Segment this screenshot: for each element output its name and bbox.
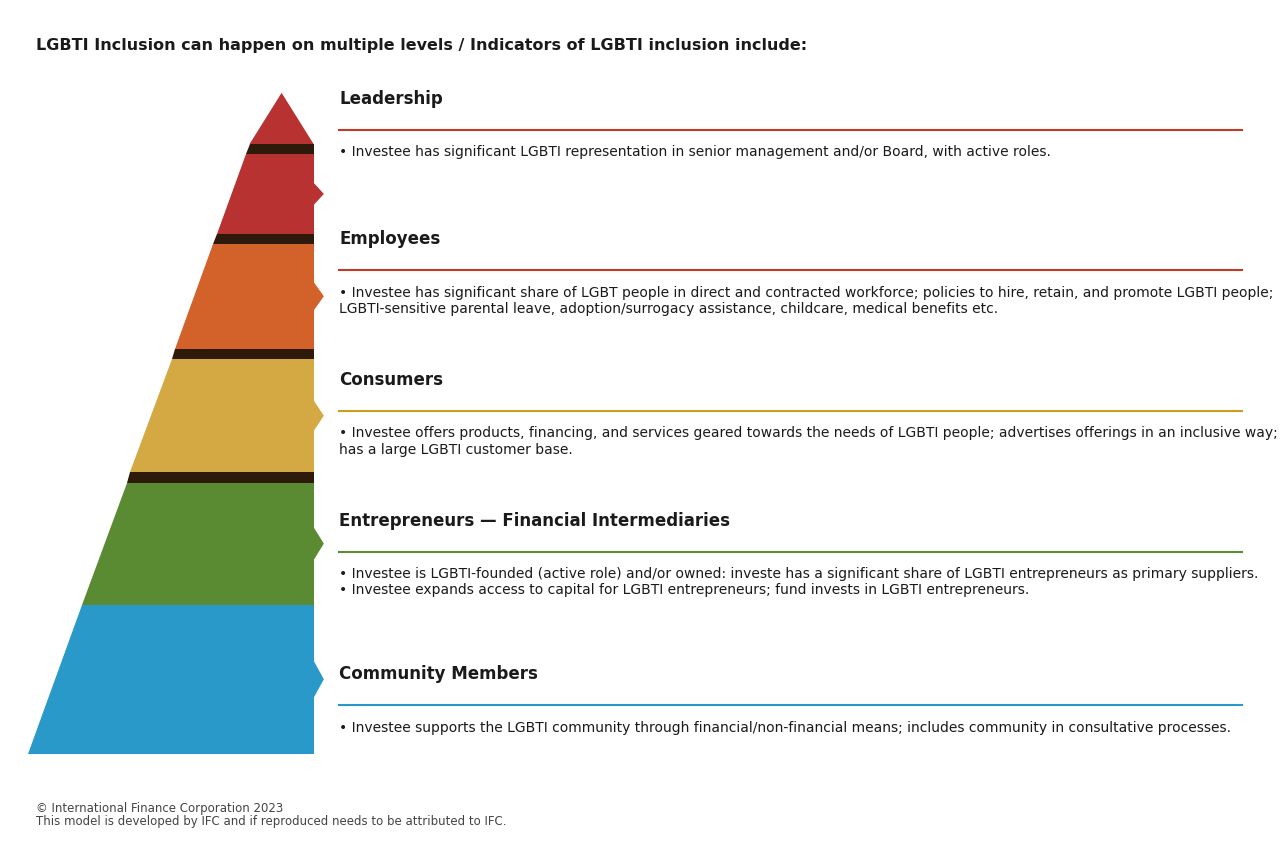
Text: • Investee is LGBTI-founded (active role) and/or owned: investe has a significan: • Investee is LGBTI-founded (active role… <box>339 567 1258 596</box>
Text: Community Members: Community Members <box>339 665 538 682</box>
Text: Leadership: Leadership <box>339 89 443 107</box>
Text: LGBTI Inclusion can happen on multiple levels / Indicators of LGBTI inclusion in: LGBTI Inclusion can happen on multiple l… <box>36 38 806 54</box>
Text: • Investee supports the LGBTI community through financial/non-financial means; i: • Investee supports the LGBTI community … <box>339 720 1231 734</box>
Text: Consumers: Consumers <box>339 371 443 389</box>
Text: • Investee has significant LGBTI representation in senior management and/or Boar: • Investee has significant LGBTI represe… <box>339 145 1051 158</box>
Text: © International Finance Corporation 2023: © International Finance Corporation 2023 <box>36 801 283 814</box>
Text: Employees: Employees <box>339 230 440 248</box>
Text: • Investee has significant share of LGBT people in direct and contracted workfor: • Investee has significant share of LGBT… <box>339 285 1274 315</box>
Text: This model is developed by IFC and if reproduced needs to be attributed to IFC.: This model is developed by IFC and if re… <box>36 814 507 826</box>
Text: • Investee offers products, financing, and services geared towards the needs of : • Investee offers products, financing, a… <box>339 426 1277 456</box>
Text: Entrepreneurs — Financial Intermediaries: Entrepreneurs — Financial Intermediaries <box>339 511 730 529</box>
